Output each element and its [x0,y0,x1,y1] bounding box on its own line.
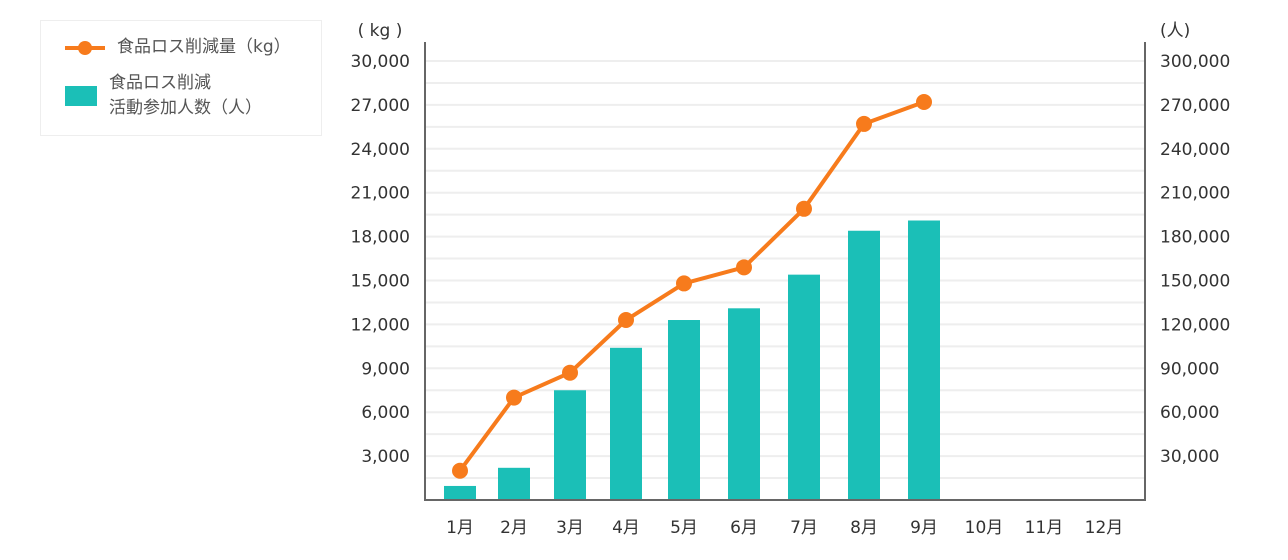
x-tick-label: 4月 [612,518,640,538]
x-tick-label: 5月 [670,518,698,538]
legend-label-line2: 活動参加人数（人） [109,98,262,118]
x-tick-label: 1月 [446,518,474,538]
legend-item-bar[interactable]: 食品ロス削減 活動参加人数（人） [65,71,262,121]
right-axis-unit: (人) [1160,21,1190,41]
left-tick-label: 30,000 [351,52,410,72]
left-tick-label: 3,000 [361,447,410,467]
legend-label: 食品ロス削減 活動参加人数（人） [109,71,262,121]
x-tick-label: 12月 [1085,518,1124,538]
bar [908,220,940,500]
bar-swatch-icon [65,86,97,106]
legend-item-line[interactable]: 食品ロス削減量（kg） [65,35,291,60]
bar [668,320,700,500]
line-point [676,275,692,292]
right-tick-label: 60,000 [1160,403,1219,423]
x-tick-label: 2月 [500,518,528,538]
legend: 食品ロス削減量（kg） 食品ロス削減 活動参加人数（人） [40,20,322,136]
bar [848,230,880,500]
bar [728,308,760,500]
bar [554,390,586,500]
left-tick-label: 6,000 [361,403,410,423]
x-tick-label: 11月 [1025,518,1064,538]
left-axis-unit: ( kg ) [358,21,403,41]
left-tick-label: 27,000 [351,96,410,116]
legend-label-line1: 食品ロス削減 [109,73,211,93]
line-point [856,115,872,132]
x-tick-label: 8月 [850,518,878,538]
line-point [452,462,468,479]
left-tick-label: 24,000 [351,140,410,160]
line-point [736,259,752,276]
right-tick-label: 240,000 [1160,140,1230,160]
bar [444,485,476,500]
line-point [506,389,522,406]
x-tick-label: 7月 [790,518,818,538]
right-tick-label: 90,000 [1160,359,1219,379]
right-tick-label: 270,000 [1160,96,1230,116]
right-tick-label: 180,000 [1160,228,1230,248]
right-tick-label: 30,000 [1160,447,1219,467]
right-tick-label: 210,000 [1160,184,1230,204]
x-tick-label: 3月 [556,518,584,538]
line-point [796,200,812,217]
x-tick-label: 6月 [730,518,758,538]
line-point [916,93,932,110]
line-point [562,364,578,381]
right-tick-label: 150,000 [1160,272,1230,292]
right-tick-label: 300,000 [1160,52,1230,72]
left-tick-label: 18,000 [351,228,410,248]
line-point [618,312,634,329]
bar [498,467,530,500]
right-tick-label: 120,000 [1160,315,1230,335]
legend-label: 食品ロス削減量（kg） [117,37,291,57]
left-tick-label: 12,000 [351,315,410,335]
x-tick-label: 9月 [910,518,938,538]
bar [610,347,642,500]
x-tick-label: 10月 [965,518,1004,538]
left-tick-label: 21,000 [351,184,410,204]
line-marker-icon [65,40,105,55]
left-tick-label: 9,000 [361,359,410,379]
left-tick-label: 15,000 [351,272,410,292]
bar [788,274,820,500]
